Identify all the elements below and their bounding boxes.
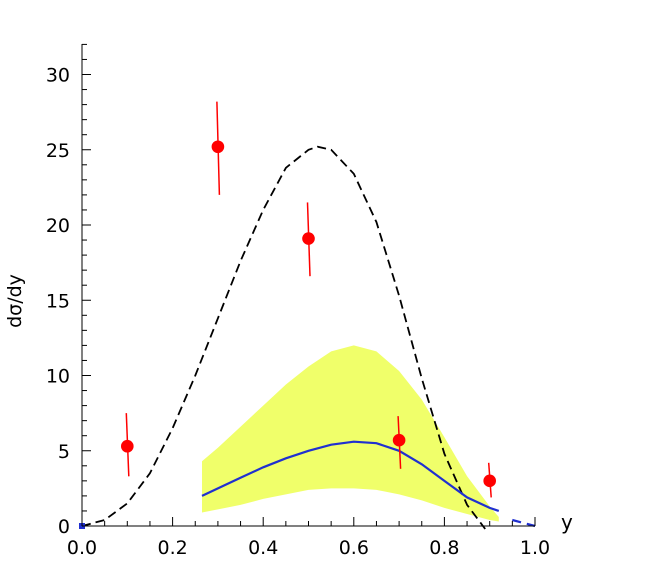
x-tick-label: 1.0 [520,537,550,559]
data-point [121,439,134,453]
y-tick-label: 15 [46,290,70,312]
x-axis-label: y [561,510,573,534]
x-tick-label: 0.0 [67,537,97,559]
x-tick-label: 0.6 [339,537,369,559]
data-point [302,232,315,245]
tick-layer: 0.0 0.2 0.4 0.6 0.8 1.0 0 5 10 15 20 25 30 [46,43,550,559]
blue-dashed-tail [512,518,536,528]
uncertainty-band [202,345,499,522]
uncertainty-band-layer [202,345,499,522]
y-tick-label: 25 [46,140,70,162]
solid-curve [201,440,500,512]
x-tick-label: 0.2 [157,537,187,559]
y-axis-label: dσ/dy [4,274,26,328]
y-tick-label: 20 [46,215,70,237]
data-point [392,433,406,447]
x-tick-label: 0.4 [248,537,278,559]
y-tick-label: 10 [46,366,70,388]
x-tick-label: 0.8 [429,537,459,559]
curve-layer [81,145,536,530]
y-tick-label: 30 [46,65,70,87]
data-point-layer [79,101,497,529]
data-point [211,140,225,154]
y-tick-label: 5 [58,441,70,463]
y-tick-label: 0 [58,516,70,538]
dashed-curve [81,145,486,530]
data-point [483,474,497,488]
